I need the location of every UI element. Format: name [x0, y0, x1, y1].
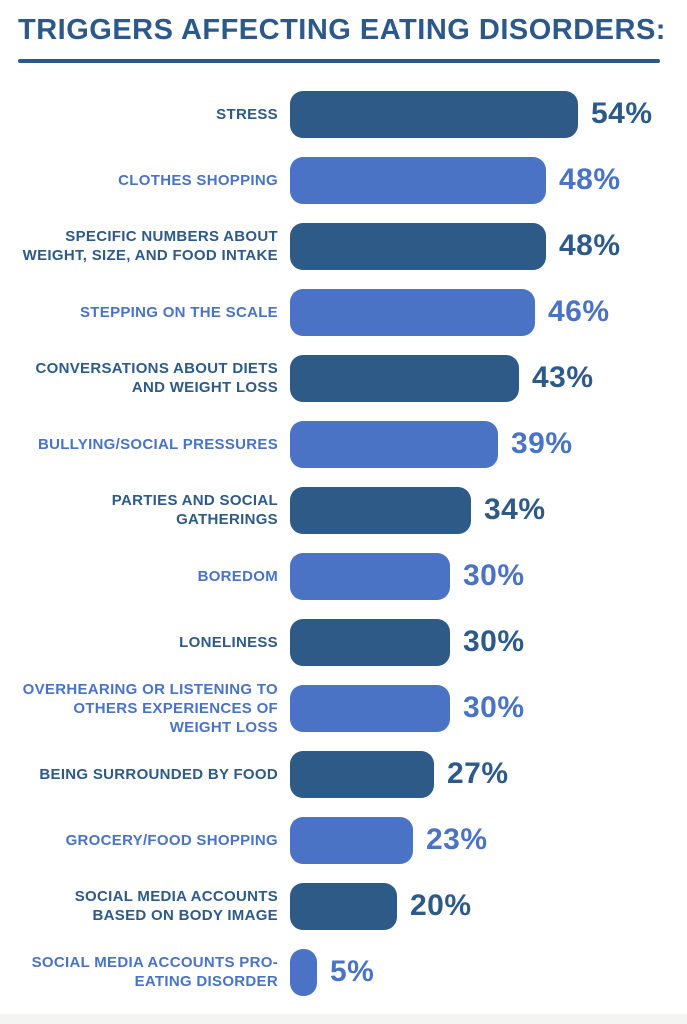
bar-track: 20% [290, 882, 687, 930]
bar [290, 882, 397, 930]
bar-track: 48% [290, 222, 687, 270]
bar-category-label: PARTIES AND SOCIAL GATHERINGS [111, 492, 278, 529]
bar-category-label: LONELINESS [179, 633, 278, 651]
bar-value-label: 46% [548, 295, 610, 329]
bar-category-label: SPECIFIC NUMBERS ABOUT WEIGHT, SIZE, AND… [22, 228, 278, 265]
bar [290, 948, 317, 996]
bar-category-label: BEING SURROUNDED BY FOOD [39, 765, 278, 783]
bar-track: 46% [290, 288, 687, 336]
bar-track: 48% [290, 156, 687, 204]
bottom-edge-strip [0, 1014, 687, 1024]
bar-category-label: STRESS [216, 105, 278, 123]
chart-header: TRIGGERS AFFECTING EATING DISORDERS: [0, 0, 687, 64]
bar-value-label: 54% [591, 97, 653, 131]
bar-track: 23% [290, 816, 687, 864]
bar-chart: STRESS 54% CLOTHES SHOPPING 48% SPECIFIC… [0, 81, 687, 1005]
bar-category-label: CLOTHES SHOPPING [118, 171, 278, 189]
chart-row: CLOTHES SHOPPING 48% [0, 147, 687, 213]
chart-row: STEPPING ON THE SCALE 46% [0, 279, 687, 345]
chart-row: SOCIAL MEDIA ACCOUNTS BASED ON BODY IMAG… [0, 873, 687, 939]
chart-row: BEING SURROUNDED BY FOOD 27% [0, 741, 687, 807]
bar-category-label: STEPPING ON THE SCALE [80, 303, 278, 321]
chart-row: PARTIES AND SOCIAL GATHERINGS 34% [0, 477, 687, 543]
bar-track: 34% [290, 486, 687, 534]
bar-track: 27% [290, 750, 687, 798]
chart-row: BULLYING/SOCIAL PRESSURES 39% [0, 411, 687, 477]
bar [290, 222, 546, 270]
bar [290, 618, 450, 666]
chart-row: STRESS 54% [0, 81, 687, 147]
chart-row: LONELINESS 30% [0, 609, 687, 675]
bar-value-label: 20% [410, 889, 472, 923]
bar-track: 54% [290, 90, 687, 138]
bar-category-label: OVERHEARING OR LISTENING TO OTHERS EXPER… [22, 680, 278, 736]
chart-row: OVERHEARING OR LISTENING TO OTHERS EXPER… [0, 675, 687, 741]
bar-value-label: 48% [559, 163, 621, 197]
chart-row: SPECIFIC NUMBERS ABOUT WEIGHT, SIZE, AND… [0, 213, 687, 279]
title-underline-rule [18, 59, 660, 64]
bar-track: 30% [290, 684, 687, 732]
bar-value-label: 48% [559, 229, 621, 263]
bar-value-label: 30% [463, 625, 525, 659]
chart-row: CONVERSATIONS ABOUT DIETS AND WEIGHT LOS… [0, 345, 687, 411]
bar-category-label: BULLYING/SOCIAL PRESSURES [37, 435, 278, 453]
chart-row: GROCERY/FOOD SHOPPING 23% [0, 807, 687, 873]
bar [290, 420, 498, 468]
bar-track: 30% [290, 552, 687, 600]
bar-value-label: 39% [511, 427, 573, 461]
bar-track: 39% [290, 420, 687, 468]
bar-value-label: 27% [447, 757, 509, 791]
bar-category-label: SOCIAL MEDIA ACCOUNTS BASED ON BODY IMAG… [74, 888, 278, 925]
bar-track: 5% [290, 948, 687, 996]
chart-row: BOREDOM 30% [0, 543, 687, 609]
bar-category-label: SOCIAL MEDIA ACCOUNTS PRO-EATING DISORDE… [31, 954, 278, 991]
bar [290, 684, 450, 732]
chart-title: TRIGGERS AFFECTING EATING DISORDERS: [18, 14, 666, 46]
bar [290, 816, 413, 864]
bar-value-label: 30% [463, 691, 525, 725]
bar-value-label: 43% [532, 361, 594, 395]
bar-value-label: 34% [484, 493, 546, 527]
bar [290, 750, 434, 798]
bar-track: 30% [290, 618, 687, 666]
bar [290, 90, 578, 138]
bar-category-label: CONVERSATIONS ABOUT DIETS AND WEIGHT LOS… [35, 360, 278, 397]
bar-value-label: 30% [463, 559, 525, 593]
bar-category-label: GROCERY/FOOD SHOPPING [65, 831, 278, 849]
bar [290, 486, 471, 534]
bar [290, 552, 450, 600]
bar-track: 43% [290, 354, 687, 402]
bar-value-label: 5% [330, 955, 375, 989]
bar-category-label: BOREDOM [197, 567, 278, 585]
bar-value-label: 23% [426, 823, 488, 857]
chart-row: SOCIAL MEDIA ACCOUNTS PRO-EATING DISORDE… [0, 939, 687, 1005]
bar [290, 354, 519, 402]
bar [290, 288, 535, 336]
bar [290, 156, 546, 204]
